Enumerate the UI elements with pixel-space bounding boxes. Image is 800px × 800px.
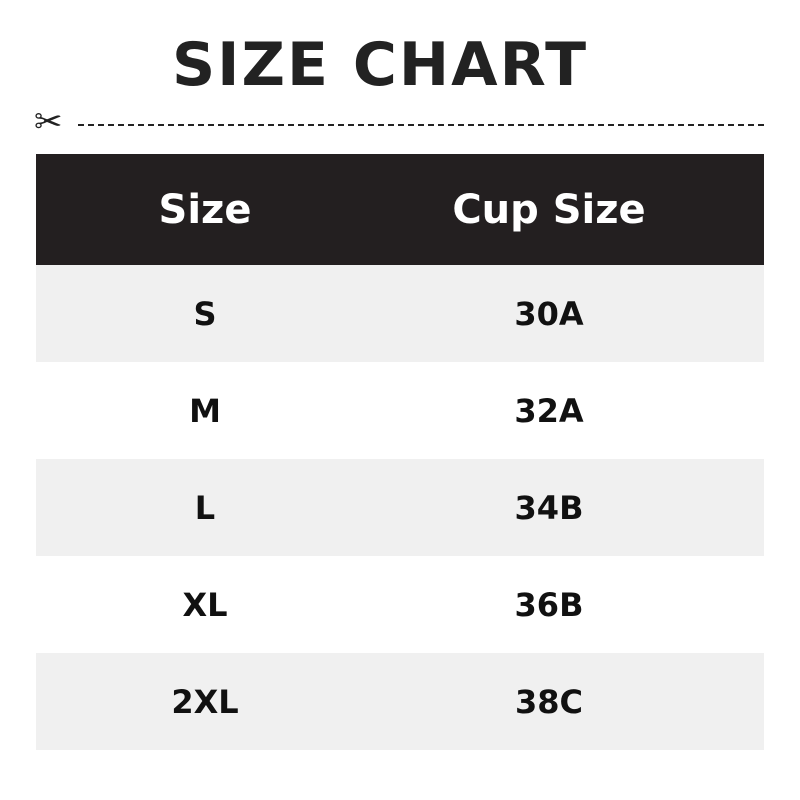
size-cell: S xyxy=(193,294,217,333)
scissors-icon: ✂ xyxy=(34,102,63,142)
page-title: SIZE CHART xyxy=(171,30,589,100)
cup-size-cell: 30A xyxy=(514,294,584,333)
size-cell: M xyxy=(189,391,221,430)
cup-size-cell: 38C xyxy=(514,682,583,721)
size-cell: XL xyxy=(182,585,228,624)
table-row: S 30A xyxy=(36,265,764,362)
table-row: 2XL 38C xyxy=(36,653,764,750)
cup-size-cell: 36B xyxy=(514,585,584,624)
size-cell: 2XL xyxy=(171,682,239,721)
cup-size-cell: 34B xyxy=(514,488,584,527)
header-size: Size xyxy=(158,186,252,233)
table-row: M 32A xyxy=(36,362,764,459)
table-header: Size Cup Size xyxy=(36,154,764,265)
header-cup-size: Cup Size xyxy=(452,186,646,233)
dashed-line xyxy=(78,124,764,126)
table-row: XL 36B xyxy=(36,556,764,653)
cut-line: ✂ xyxy=(34,102,764,142)
table-row: L 34B xyxy=(36,459,764,556)
cup-size-cell: 32A xyxy=(514,391,584,430)
size-table: Size Cup Size S 30A M 32A L 34B XL 36B 2XL 38… xyxy=(36,154,764,750)
size-cell: L xyxy=(194,488,216,527)
